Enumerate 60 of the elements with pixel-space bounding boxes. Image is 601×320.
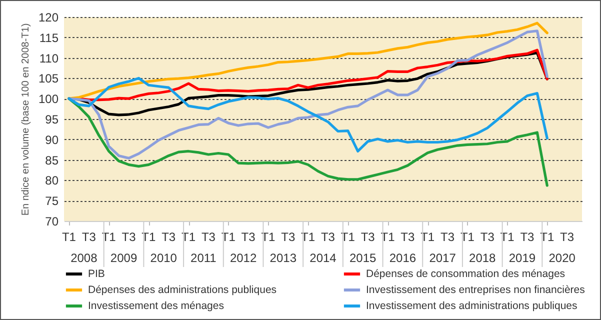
text: 2013 (270, 251, 297, 265)
x-tick-label: T1 (460, 230, 475, 244)
y-tick-label: 105 (38, 72, 59, 86)
y-tick-label: 85 (45, 153, 59, 168)
x-tick-label: T3 (281, 230, 296, 244)
legend-label: Dépenses des administrations publiques (88, 284, 277, 296)
x-tick-label: T1 (62, 230, 76, 244)
legend-label: Investissement des ménages (88, 300, 224, 312)
line-series (68, 76, 548, 153)
y-tick-label: 75 (45, 194, 59, 208)
text: 2015 (349, 251, 377, 265)
x-tick-label: T3 (320, 230, 336, 244)
x-tick-label: T3 (82, 230, 96, 244)
line-series (68, 30, 548, 160)
x-tick-label: T1 (102, 230, 116, 244)
x-tick-label: T1 (261, 230, 276, 244)
text: 2011 (190, 251, 217, 265)
text: 2018 (469, 251, 496, 265)
text: 2014 (310, 251, 337, 265)
x-tick-label: T1 (380, 230, 396, 244)
x-tick-label: T3 (122, 230, 136, 244)
legend-label: Investissement des entreprises non financières (366, 284, 585, 296)
text: 2017 (429, 251, 456, 265)
x-tick-label: T1 (540, 230, 554, 244)
x-tick-label: T1 (142, 230, 156, 244)
x-tick-label: T3 (162, 230, 176, 244)
y-tick-label: 100 (38, 92, 59, 106)
x-tick-label: T1 (500, 230, 515, 244)
x-tick-label: T3 (520, 230, 535, 244)
x-tick-label: T3 (560, 230, 574, 244)
x-tick-label: T1 (340, 230, 356, 244)
legend-label: Dépenses de consommation des ménages (366, 268, 566, 280)
x-tick-label: T3 (360, 230, 376, 244)
x-tick-label: T1 (301, 230, 316, 244)
y-tick-label: 95 (45, 112, 59, 126)
text: 2019 (508, 251, 536, 265)
text: 2008 (70, 251, 98, 265)
text: 2009 (110, 251, 138, 265)
y-tick-label: 90 (45, 132, 59, 147)
x-tick-label: T1 (420, 230, 435, 244)
x-tick-label: T3 (480, 230, 495, 244)
x-tick-label: T3 (241, 230, 256, 244)
text: 2016 (389, 251, 416, 265)
line-series (68, 22, 548, 100)
y-tick-label: 115 (39, 30, 59, 45)
y-tick-label: 110 (39, 51, 59, 66)
x-tick-label: T3 (400, 230, 415, 244)
text: 2010 (150, 251, 178, 265)
text: 2012 (230, 251, 257, 265)
x-tick-label: T1 (221, 230, 236, 244)
y-tick-label: 80 (45, 174, 59, 188)
y-tick-label: 70 (45, 214, 59, 228)
x-tick-label: T3 (201, 230, 216, 244)
x-tick-label: T3 (440, 230, 455, 244)
x-tick-label: T1 (182, 230, 196, 244)
y-tick-label: 120 (38, 10, 59, 24)
legend-label: PIB (88, 268, 105, 280)
y-axis-title: En ndice en volume (base 100 en 2008-T1) (20, 23, 32, 216)
text: 2020 (548, 251, 576, 265)
legend-label: Investissement des administrations publiques (366, 300, 578, 312)
